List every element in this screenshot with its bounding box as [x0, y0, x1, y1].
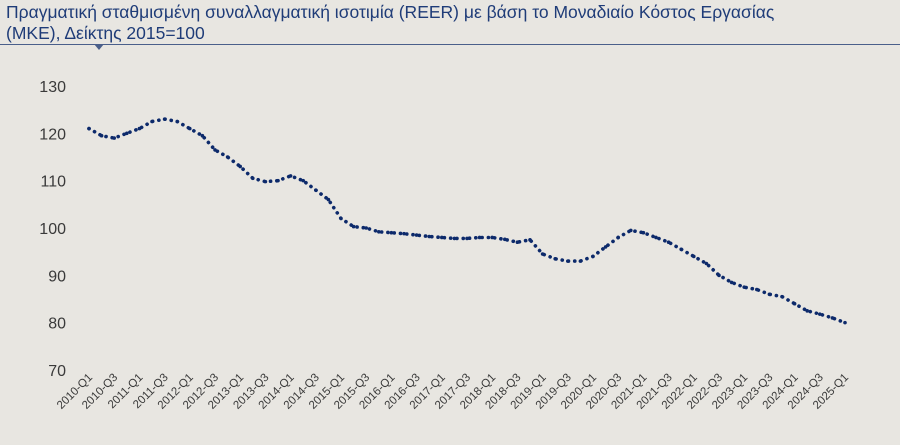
data-point — [213, 148, 217, 152]
data-point — [99, 133, 104, 138]
data-point — [717, 273, 721, 278]
data-point — [288, 174, 293, 178]
y-tick-label: 130 — [39, 79, 66, 96]
data-point — [704, 261, 709, 266]
data-point — [314, 188, 318, 192]
title-divider-notch — [94, 44, 104, 50]
data-point — [225, 155, 230, 159]
data-point — [641, 230, 646, 235]
data-point — [414, 233, 419, 237]
data-point — [566, 259, 570, 263]
data-point — [465, 236, 469, 241]
data-point — [477, 235, 482, 240]
data-point — [805, 309, 809, 313]
chart-title-line-2: (ΜΚΕ), Δείκτης 2015=100 — [6, 23, 205, 43]
data-point — [200, 133, 205, 138]
data-point — [137, 126, 142, 131]
data-point — [679, 247, 683, 252]
data-point — [452, 236, 457, 241]
chart-title: Πραγματική σταθμισμένη συναλλαγματική ισ… — [6, 2, 886, 44]
data-point — [402, 231, 406, 236]
data-point — [339, 216, 343, 221]
title-divider — [0, 44, 900, 45]
data-point — [276, 178, 280, 183]
data-point — [125, 131, 129, 136]
data-point — [553, 256, 557, 261]
data-point — [351, 224, 356, 229]
data-point — [150, 119, 154, 124]
y-tick-label: 80 — [48, 316, 66, 333]
data-point — [162, 117, 167, 121]
data-point — [515, 240, 520, 244]
y-tick-label: 100 — [39, 221, 66, 238]
data-point — [629, 228, 633, 233]
data-point — [616, 235, 620, 240]
data-point — [591, 254, 595, 259]
data-point — [792, 301, 797, 306]
chart-title-line-1: Πραγματική σταθμισμένη συναλλαγματική ισ… — [6, 2, 775, 22]
data-point — [603, 245, 608, 249]
y-tick-label: 110 — [40, 174, 66, 191]
data-point — [503, 237, 507, 242]
y-axis: 130 120 110 100 90 80 70 — [39, 79, 66, 380]
data-point — [528, 238, 532, 242]
x-axis: 2010-Q12010-Q32011-Q12011-Q32012-Q12012-… — [55, 372, 851, 412]
data-point — [755, 287, 759, 292]
data-point — [326, 197, 331, 202]
data-point — [666, 240, 671, 244]
data-point — [112, 136, 116, 140]
data-point — [389, 230, 394, 235]
data-point — [301, 178, 306, 183]
data-point — [654, 235, 658, 240]
data-point — [427, 234, 432, 239]
data-point — [251, 176, 255, 181]
data-point — [540, 252, 545, 256]
data-point — [692, 254, 696, 259]
data-point — [377, 229, 381, 234]
data-point — [263, 179, 268, 184]
data-point — [767, 292, 772, 297]
y-tick-label: 90 — [48, 268, 66, 285]
reer-series — [87, 117, 847, 325]
data-point — [729, 280, 734, 285]
data-point — [364, 226, 369, 230]
data-point — [490, 235, 495, 240]
data-point — [578, 259, 583, 263]
data-point — [780, 294, 784, 299]
y-tick-label: 120 — [39, 126, 66, 143]
data-point — [830, 316, 835, 320]
data-point — [440, 235, 444, 240]
data-point — [87, 126, 91, 131]
data-point — [188, 126, 192, 131]
data-point — [818, 312, 822, 316]
series-line — [87, 117, 847, 325]
data-point — [843, 320, 847, 325]
data-point — [238, 164, 242, 169]
data-point — [742, 285, 746, 289]
data-point — [175, 119, 179, 124]
y-tick-label: 70 — [48, 363, 66, 380]
